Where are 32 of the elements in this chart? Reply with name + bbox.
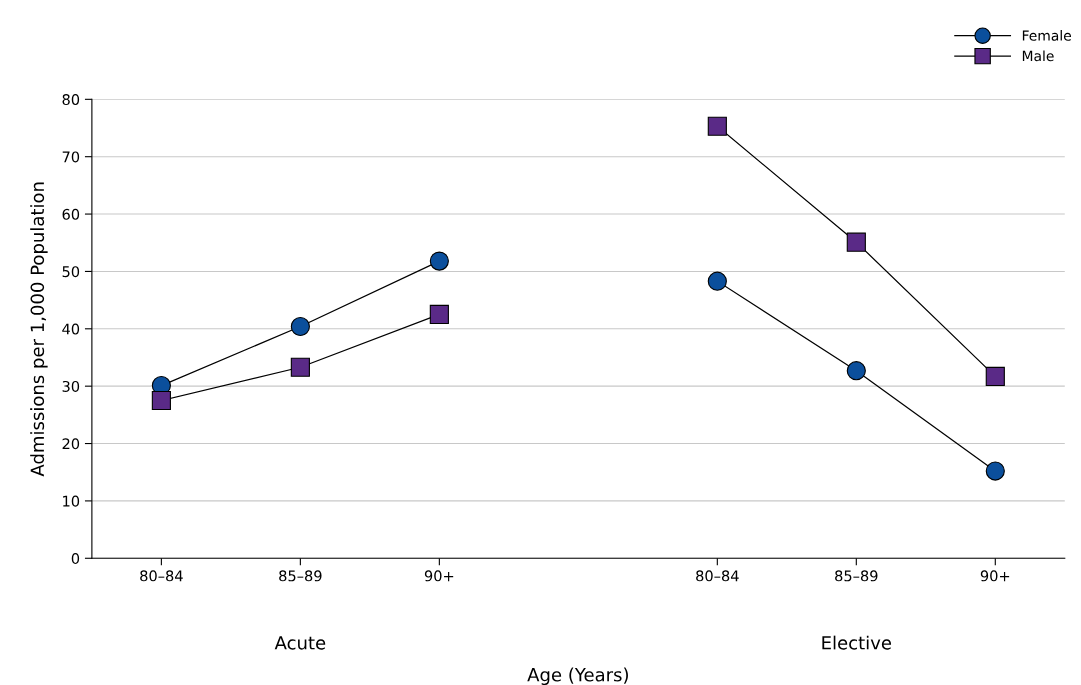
x-tick-label: 80–84: [140, 570, 183, 582]
point: [290, 357, 310, 377]
y-tick-label: 80: [62, 94, 80, 106]
y-tick-label: 20: [62, 438, 80, 450]
x-tick-label: 90+: [424, 570, 454, 582]
text: Elective: [822, 635, 892, 650]
point: [846, 361, 866, 381]
point: [985, 366, 1005, 386]
point: [151, 390, 171, 411]
point: [429, 251, 449, 271]
y-tick-label: 70: [62, 151, 80, 163]
point: [290, 316, 310, 337]
y-axis-title: Admissions per 1,000 Population: [30, 182, 48, 477]
y-tick-label: 0: [71, 552, 80, 565]
point: [707, 271, 727, 291]
legend-label: Male: [1022, 50, 1054, 62]
legend-label: Female: [1022, 30, 1071, 41]
point: [985, 461, 1005, 481]
text: Acute: [274, 636, 326, 650]
point: [707, 116, 727, 136]
y-tick-label: 30: [62, 380, 80, 392]
x-tick-label: 85–89: [279, 570, 322, 582]
point: [846, 232, 866, 252]
y-tick-label: 60: [62, 208, 80, 220]
y-tick-label: 50: [62, 266, 80, 278]
y-tick-label: 40: [62, 323, 80, 335]
x-axis-title: Age (Years): [527, 667, 628, 685]
x-tick-label: 85–89: [835, 570, 878, 582]
point: [429, 304, 449, 325]
x-tick-label: 80–84: [696, 570, 739, 582]
x-tick-label: 90+: [980, 570, 1010, 582]
y-tick-label: 10: [63, 495, 80, 507]
